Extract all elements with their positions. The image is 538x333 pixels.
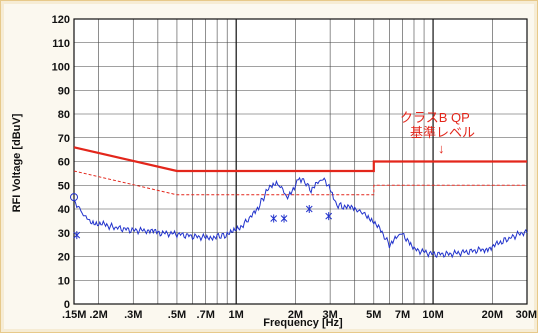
x-tick-label: .3M — [124, 309, 142, 321]
annotation-line-2: 基準レベル — [410, 125, 475, 140]
data-marker-star — [325, 212, 333, 221]
data-marker-star — [305, 205, 313, 213]
y-tick-label: 30 — [58, 228, 70, 240]
data-marker-star — [73, 231, 81, 240]
x-tick-label: 1M — [229, 309, 244, 321]
data-marker-star — [270, 214, 278, 223]
x-tick-label: 5M — [366, 309, 381, 321]
y-axis-label: RFI Voltage [dBuV] — [11, 113, 23, 212]
y-tick-label: 0 — [64, 299, 70, 311]
x-tick-label: .7M — [197, 309, 215, 321]
x-axis-label: Frequency [Hz] — [263, 317, 343, 329]
x-tick-label: 3M — [322, 309, 337, 321]
x-tick-label: 30M — [516, 309, 537, 321]
data-marker-star — [280, 214, 288, 223]
series-line-1 — [73, 170, 527, 196]
x-tick-label: 20M — [482, 309, 503, 321]
x-tick-label: 10M — [422, 309, 443, 321]
x-tick-label: 7M — [395, 309, 410, 321]
y-tick-label: 50 — [58, 180, 70, 192]
y-tick-label: 100 — [52, 62, 70, 74]
y-tick-label: 110 — [52, 38, 70, 50]
y-tick-label: 70 — [58, 133, 70, 145]
series-line-2 — [73, 176, 528, 259]
annotation-arrow: ↓ — [438, 141, 445, 156]
y-tick-label: 60 — [58, 157, 70, 169]
x-tick-label: .2M — [89, 309, 107, 321]
y-tick-label: 40 — [58, 204, 70, 216]
y-tick-label: 80 — [58, 109, 70, 121]
data-marker-circle — [70, 193, 78, 202]
x-tick-label: 2M — [288, 309, 303, 321]
series-line-0 — [73, 146, 527, 173]
y-tick-label: 90 — [58, 85, 70, 97]
y-tick-label: 20 — [58, 252, 70, 264]
x-tick-label: .15M — [62, 309, 86, 321]
x-tick-label: .5M — [168, 309, 186, 321]
y-tick-label: 120 — [52, 14, 70, 26]
annotation-line-1: クラスB QP — [400, 110, 470, 125]
y-tick-label: 10 — [58, 275, 70, 287]
